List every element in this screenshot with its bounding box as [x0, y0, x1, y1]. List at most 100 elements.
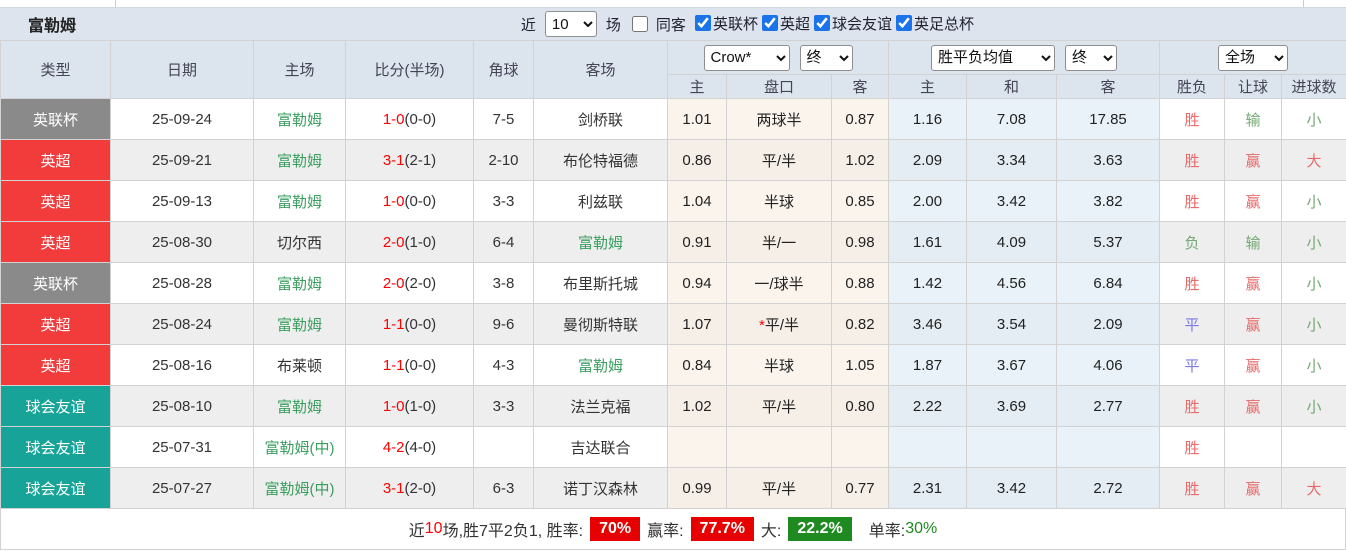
match-row: 英超 25-08-30 切尔西 2-0(1-0) 6-4 富勒姆 0.91 半/… [0, 221, 1346, 263]
away-team: 富勒姆 [533, 221, 668, 263]
goals-result-cell: 小 [1281, 344, 1346, 386]
home-team: 富勒姆 [253, 303, 346, 345]
fulltime-score: 1-0 [382, 397, 405, 415]
fulltime-score: 1-0 [382, 110, 405, 128]
league-filter-checkbox[interactable] [813, 15, 830, 32]
single-rate-label: 单率: [868, 523, 906, 540]
league-filter-3[interactable]: 球会友谊 [812, 13, 892, 34]
asian-result-cell: 赢 [1224, 385, 1283, 427]
recent-count-select[interactable]: 10 [544, 11, 597, 37]
match-row: 英联杯 25-08-28 富勒姆 2-0(2-0) 3-8 布里斯托城 0.94… [0, 262, 1346, 304]
odds-time-select[interactable]: 终 [799, 44, 853, 71]
halftime-score: (4-0) [404, 438, 437, 456]
league-filter-4[interactable]: 英足总杯 [894, 13, 974, 34]
away-team: 诺丁汉森林 [533, 467, 668, 509]
handicap-odds-away [831, 426, 889, 468]
subcol-mean-draw: 和 [966, 74, 1057, 99]
handicap-odds-home: 0.84 [667, 344, 727, 386]
result-cell: 胜 [1159, 262, 1226, 304]
handicap-text: 半球 [763, 193, 794, 211]
league-filter-checkbox[interactable] [761, 15, 778, 32]
corner-count [473, 426, 534, 468]
odds-company-select[interactable]: Crow* [703, 44, 790, 71]
handicap-odds-away: 0.98 [831, 221, 889, 263]
asian-result-cell: 赢 [1224, 303, 1283, 345]
away-team: 曼彻斯特联 [533, 303, 668, 345]
mean-odds-home [888, 426, 967, 468]
mean-odds-draw: 3.67 [966, 344, 1057, 386]
mean-odds-draw: 4.56 [966, 262, 1057, 304]
handicap-group-header: Crow* 终 [667, 40, 889, 75]
halftime-score: (2-1) [404, 151, 437, 169]
league-filter-1[interactable]: 英联杯 [693, 13, 758, 34]
match-score: 3-1(2-0) [345, 467, 474, 509]
away-team: 布伦特福德 [533, 139, 668, 181]
match-row: 英超 25-09-21 富勒姆 3-1(2-1) 2-10 布伦特福德 0.86… [0, 139, 1346, 181]
asian-rate-badge: 77.7% [690, 517, 754, 541]
single-rate-value: 30% [905, 520, 938, 537]
handicap-line: 平/半 [726, 467, 832, 509]
mean-odds-select[interactable]: 胜平负均值 [931, 44, 1055, 71]
subcol-mean-away: 客 [1055, 74, 1161, 99]
handicap-odds-away: 0.85 [831, 180, 889, 222]
home-team: 富勒姆 [253, 180, 346, 222]
match-score: 1-0(0-0) [345, 180, 474, 222]
corner-count: 4-3 [473, 344, 534, 386]
corner-count: 3-3 [473, 385, 534, 427]
league-filters: 英联杯 英超 球会友谊 英足总杯 [691, 13, 974, 36]
handicap-text: 两球半 [756, 111, 802, 129]
corner-count: 2-10 [473, 139, 534, 181]
col-header-home: 主场 [253, 40, 346, 99]
home-team: 富勒姆(中) [253, 426, 346, 468]
league-filter-checkbox[interactable] [694, 15, 711, 32]
mean-time-select[interactable]: 终 [1065, 44, 1117, 71]
handicap-odds-home: 1.01 [667, 98, 727, 140]
handicap-text: 一/球半 [754, 275, 804, 293]
result-cell: 负 [1159, 221, 1226, 263]
handicap-line: 平/半 [726, 385, 832, 427]
mean-odds-draw: 3.54 [966, 303, 1057, 345]
fulltime-score: 2-0 [382, 233, 405, 251]
result-cell: 胜 [1159, 385, 1226, 427]
match-score: 2-0(2-0) [345, 262, 474, 304]
league-filter-label: 英联杯 [712, 15, 758, 33]
handicap-odds-home: 0.86 [667, 139, 727, 181]
asian-result-cell: 赢 [1224, 262, 1283, 304]
goals-result-cell: 小 [1281, 262, 1346, 304]
subcol-asian-result: 让球 [1224, 74, 1283, 99]
big-rate-badge: 22.2% [788, 517, 852, 541]
result-cell: 胜 [1159, 98, 1226, 140]
asian-result-cell: 输 [1224, 221, 1283, 263]
home-team: 布莱顿 [253, 344, 346, 386]
away-team: 剑桥联 [533, 98, 668, 140]
divider [1303, 0, 1304, 7]
handicap-odds-away: 0.87 [831, 98, 889, 140]
home-team: 富勒姆 [253, 385, 346, 427]
mean-odds-draw: 3.34 [966, 139, 1057, 181]
subcol-goals-result: 进球数 [1281, 74, 1346, 99]
away-team: 法兰克福 [533, 385, 668, 427]
halftime-score: (0-0) [404, 192, 437, 210]
halftime-score: (0-0) [404, 110, 437, 128]
corner-count: 7-5 [473, 98, 534, 140]
handicap-line: 半/一 [726, 221, 832, 263]
summary-bar: 近 10 场,胜7平2负1, 胜率: 70% 赢率: 77.7% 大: 22.2% … [0, 509, 1346, 550]
match-scope-select[interactable]: 全场 [1218, 44, 1289, 71]
match-date: 25-08-30 [110, 221, 254, 263]
fulltime-score: 3-1 [382, 151, 405, 169]
match-row: 英超 25-08-24 富勒姆 1-1(0-0) 9-6 曼彻斯特联 1.07 … [0, 303, 1346, 345]
handicap-odds-away: 1.05 [831, 344, 889, 386]
mean-odds-away: 2.72 [1055, 467, 1161, 509]
goals-result-cell [1281, 426, 1346, 468]
asian-result-cell: 赢 [1224, 344, 1283, 386]
league-type-badge: 英超 [0, 221, 111, 263]
team-header-bar: 富勒姆 近 10 场 同客 英联杯 英超 球会友谊 英足总杯 [0, 7, 1346, 40]
league-filter-2[interactable]: 英超 [760, 13, 810, 34]
result-cell: 胜 [1159, 426, 1226, 468]
match-row: 球会友谊 25-08-10 富勒姆 1-0(1-0) 3-3 法兰克福 1.02… [0, 385, 1346, 427]
match-date: 25-08-28 [110, 262, 254, 304]
league-filter-checkbox[interactable] [895, 15, 912, 32]
league-type-badge: 英超 [0, 344, 111, 386]
handicap-line: 平/半 [726, 139, 832, 181]
same-opponent-checkbox[interactable] [631, 16, 648, 32]
